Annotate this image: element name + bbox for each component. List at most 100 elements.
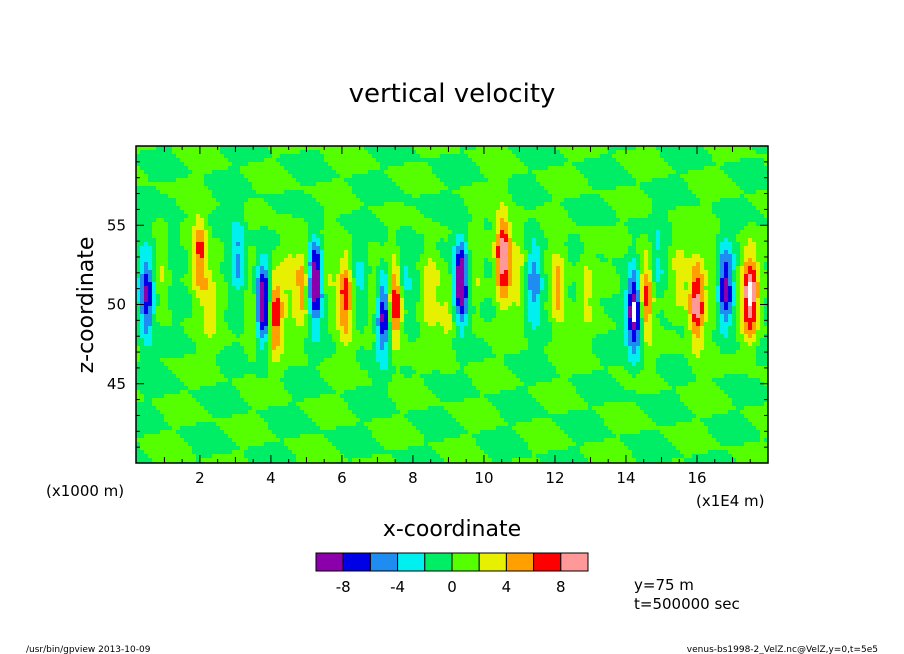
- heatmap-cell: [164, 162, 168, 166]
- heatmap-cell: [280, 202, 284, 206]
- heatmap-cell: [664, 222, 668, 226]
- heatmap-cell: [324, 174, 328, 178]
- heatmap-cell: [436, 278, 440, 282]
- heatmap-cell: [180, 262, 184, 266]
- heatmap-cell: [560, 262, 564, 266]
- heatmap-cell: [732, 230, 736, 234]
- heatmap-cell: [504, 206, 508, 210]
- heatmap-cell: [220, 218, 224, 222]
- heatmap-cell: [272, 242, 276, 246]
- heatmap-cell: [196, 278, 200, 282]
- heatmap-cell: [532, 194, 536, 198]
- heatmap-cell: [260, 150, 264, 154]
- heatmap-cell: [364, 290, 368, 294]
- heatmap-cell: [500, 290, 504, 294]
- heatmap-cell: [452, 214, 456, 218]
- heatmap-cell: [144, 258, 148, 262]
- heatmap-cell: [680, 282, 684, 286]
- heatmap-cell: [436, 310, 440, 314]
- heatmap-cell: [148, 298, 152, 302]
- heatmap-cell: [428, 278, 432, 282]
- heatmap-cell: [144, 302, 148, 306]
- heatmap-cell: [532, 238, 536, 242]
- heatmap-cell: [256, 350, 260, 354]
- heatmap-cell: [192, 282, 196, 286]
- heatmap-cell: [204, 254, 208, 258]
- heatmap-cell: [428, 270, 432, 274]
- heatmap-cell: [460, 338, 464, 342]
- heatmap-cell: [668, 222, 672, 226]
- heatmap-cell: [148, 234, 152, 238]
- heatmap-cell: [236, 346, 240, 350]
- heatmap-cell: [136, 226, 140, 230]
- heatmap-cell: [604, 302, 608, 306]
- heatmap-cell: [588, 282, 592, 286]
- heatmap-cell: [516, 298, 520, 302]
- heatmap-cell: [380, 322, 384, 326]
- heatmap-cell: [384, 182, 388, 186]
- heatmap-cell: [312, 262, 316, 266]
- heatmap-cell: [504, 278, 508, 282]
- heatmap-cell: [752, 250, 756, 254]
- heatmap-cell: [292, 294, 296, 298]
- heatmap-cell: [224, 362, 228, 366]
- heatmap-cell: [656, 194, 660, 198]
- heatmap-cell: [648, 342, 652, 346]
- heatmap-cell: [440, 162, 444, 166]
- heatmap-cell: [696, 258, 700, 262]
- heatmap-cell: [300, 182, 304, 186]
- heatmap-cell: [456, 370, 460, 374]
- heatmap-cell: [756, 170, 760, 174]
- heatmap-cell: [276, 278, 280, 282]
- heatmap-cell: [636, 302, 640, 306]
- heatmap-cell: [740, 290, 744, 294]
- heatmap-cell: [728, 206, 732, 210]
- heatmap-cell: [272, 350, 276, 354]
- heatmap-cell: [240, 174, 244, 178]
- heatmap-cell: [148, 294, 152, 298]
- heatmap-cell: [400, 370, 404, 374]
- heatmap-cell: [264, 294, 268, 298]
- heatmap-cell: [532, 246, 536, 250]
- heatmap-cell: [240, 302, 244, 306]
- heatmap-cell: [156, 210, 160, 214]
- heatmap-cell: [168, 218, 172, 222]
- heatmap-cell: [172, 222, 176, 226]
- heatmap-cell: [636, 342, 640, 346]
- heatmap-cell: [640, 286, 644, 290]
- heatmap-cell: [448, 322, 452, 326]
- heatmap-cell: [240, 222, 244, 226]
- heatmap-cell: [660, 266, 664, 270]
- heatmap-cell: [224, 230, 228, 234]
- heatmap-cell: [264, 334, 268, 338]
- heatmap-cell: [504, 250, 508, 254]
- heatmap-cell: [640, 278, 644, 282]
- heatmap-cell: [684, 366, 688, 370]
- heatmap-cell: [684, 302, 688, 306]
- heatmap-cell: [728, 262, 732, 266]
- heatmap-cell: [748, 270, 752, 274]
- heatmap-cell: [612, 342, 616, 346]
- heatmap-cell: [400, 282, 404, 286]
- heatmap-cell: [664, 322, 668, 326]
- heatmap-cell: [140, 286, 144, 290]
- heatmap-cell: [140, 202, 144, 206]
- heatmap-cell: [176, 218, 180, 222]
- heatmap-cell: [172, 302, 176, 306]
- heatmap-cell: [552, 286, 556, 290]
- heatmap-cell: [368, 238, 372, 242]
- heatmap-cell: [536, 202, 540, 206]
- heatmap-cell: [224, 202, 228, 206]
- heatmap-cell: [232, 346, 236, 350]
- heatmap-cell: [204, 282, 208, 286]
- heatmap-cell: [256, 278, 260, 282]
- heatmap-cell: [596, 186, 600, 190]
- heatmap-cell: [676, 202, 680, 206]
- heatmap-cell: [236, 218, 240, 222]
- heatmap-cell: [680, 146, 684, 150]
- heatmap-cell: [572, 198, 576, 202]
- heatmap-cell: [176, 286, 180, 290]
- heatmap-cell: [316, 218, 320, 222]
- heatmap-cell: [540, 150, 544, 154]
- heatmap-cell: [192, 286, 196, 290]
